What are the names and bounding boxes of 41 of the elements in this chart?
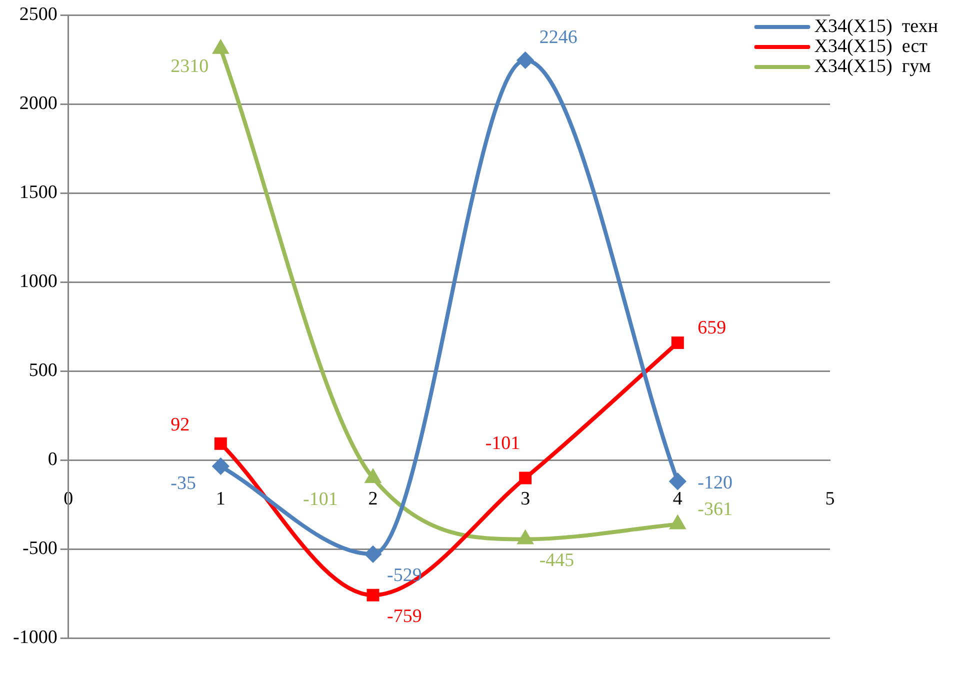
point bbox=[364, 546, 381, 562]
point bbox=[366, 588, 380, 602]
point bbox=[214, 437, 227, 450]
data-label: -101 bbox=[302, 488, 338, 510]
x-tick-label: 1 bbox=[216, 488, 226, 510]
point bbox=[517, 52, 534, 68]
point bbox=[213, 40, 228, 54]
y-tick-label: -500 bbox=[22, 538, 58, 559]
data-label: 2310 bbox=[170, 56, 209, 77]
legend-label: X34(X15) техн bbox=[814, 16, 938, 37]
data-label: 2246 bbox=[539, 27, 578, 48]
point bbox=[670, 473, 686, 490]
x-tick-label: 4 bbox=[672, 488, 683, 510]
point bbox=[366, 470, 380, 483]
y-tick-label: 1000 bbox=[19, 270, 58, 292]
data-label: 92 bbox=[170, 414, 190, 436]
data-label: -759 bbox=[386, 606, 422, 628]
point bbox=[518, 531, 533, 544]
data-label: -101 bbox=[485, 432, 520, 454]
data-label: -529 bbox=[386, 565, 422, 586]
y-tick-label: -1000 bbox=[13, 626, 58, 648]
legend-label: X34(X15) ест bbox=[814, 36, 928, 57]
x-tick-label: 2 bbox=[368, 488, 378, 510]
point bbox=[212, 458, 229, 474]
data-label: -35 bbox=[170, 473, 196, 494]
legend-label: X34(X15) гум bbox=[814, 56, 931, 77]
data-label: -445 bbox=[539, 550, 574, 572]
x-tick-label: 0 bbox=[64, 488, 74, 510]
point bbox=[671, 336, 684, 349]
y-tick-label: 2500 bbox=[19, 4, 58, 25]
point bbox=[519, 472, 532, 484]
data-label: -361 bbox=[698, 499, 732, 520]
point bbox=[670, 516, 685, 530]
y-tick-label: 0 bbox=[48, 448, 58, 470]
data-label: -120 bbox=[698, 472, 732, 494]
data-label: 659 bbox=[698, 318, 726, 339]
y-tick-label: 2000 bbox=[19, 92, 58, 114]
y-tick-label: 1500 bbox=[19, 182, 58, 203]
y-tick-label: 500 bbox=[28, 360, 58, 381]
x-tick-label: 5 bbox=[825, 488, 835, 510]
x-tick-label: 3 bbox=[520, 488, 530, 510]
